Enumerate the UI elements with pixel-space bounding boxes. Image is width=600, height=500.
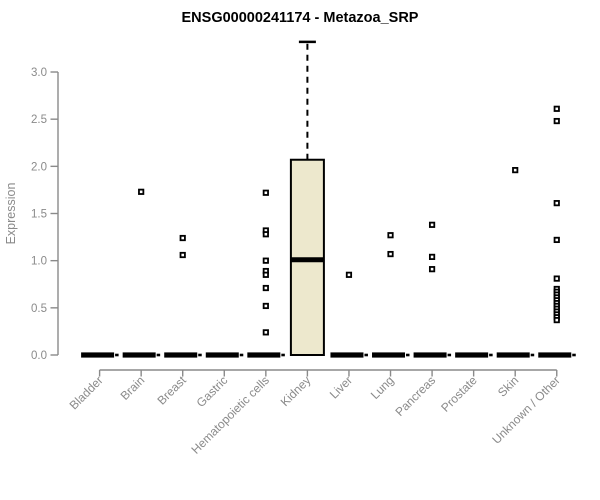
collapsed-box-unknown-other [538,352,572,358]
outlier-point-hematopoietic-cells [262,257,269,264]
whisker-cap-pancreas [447,353,452,357]
outlier-point-liver [345,271,353,278]
whisker-cap-brain [156,353,161,357]
y-tick-label: 3.0 [31,67,47,79]
outlier-point-unknown-other [553,200,560,207]
chart-title: ENSG00000241174 - Metazoa_SRP [182,10,419,26]
plot-area: 0.0 0.5 1.0 1.5 2.0 2.5 3.0 Bladder Brain Breast G… [31,40,576,457]
outlier-point-brain [138,188,145,195]
x-tick-label-gastric: Gastric [194,373,231,410]
x-tick-label-prostate: Prostate [438,373,480,415]
x-tick-label-skin: Skin [495,373,521,399]
outlier-point-hematopoietic-cells [262,189,269,196]
x-tick-label-breast: Breast [154,373,189,408]
outlier-point-breast [179,251,186,259]
collapsed-box-lung [372,352,406,358]
outlier-point-hematopoietic-cells [262,271,269,278]
whisker-cap-breast [198,353,202,357]
whisker-cap-gastric [239,353,244,357]
whisker-cap-lung [406,353,410,357]
outlier-point-hematopoietic-cells [262,284,269,292]
outlier-point-pancreas [428,221,436,228]
y-tick-label: 1.5 [31,209,47,221]
collapsed-box-liver [330,352,364,358]
outlier-point-lung [387,250,394,258]
outlier-point-unknown-other [553,105,560,112]
outlier-point-pancreas [428,253,436,260]
x-tick-label-bladder: Bladder [67,373,106,412]
y-axis-title: Expression [4,183,18,245]
collapsed-box-hematopoietic-cells [247,352,281,358]
collapsed-box-skin [496,352,530,358]
x-tick-label-lung: Lung [368,373,397,402]
collapsed-box-breast [164,352,198,358]
x-tick-label-kidney: Kidney [278,373,314,409]
y-tick-label: 1.0 [31,256,47,268]
outlier-point-unknown-other [553,275,560,282]
y-tick-label: 2.0 [31,161,47,173]
outlier-point-hematopoietic-cells [262,329,269,336]
y-tick-label: 0.5 [31,303,47,315]
collapsed-box-brain [122,352,156,358]
collapsed-box-gastric [205,352,239,358]
whisker-cap-liver [364,353,368,357]
x-tick-label-hematopoietic-cells: Hematopoietic cells [188,373,271,456]
outlier-point-hematopoietic-cells [262,231,269,238]
outlier-point-pancreas [428,266,436,273]
x-tick-label-liver: Liver [327,373,355,401]
collapsed-box-pancreas [413,352,447,358]
whisker-cap-unknown-other [572,353,576,357]
whisker-cap-prostate [489,353,493,357]
collapsed-box-bladder [81,352,115,358]
outlier-point-breast [179,234,186,242]
x-tick-label-pancreas: Pancreas [392,373,438,419]
whisker-cap-skin [530,353,535,357]
y-tick-label: 2.5 [31,114,47,126]
collapsed-box-prostate [455,352,489,358]
x-tick-label-brain: Brain [118,373,148,403]
outlier-point-unknown-other [553,316,560,324]
outlier-point-skin [512,167,519,174]
outlier-point-unknown-other [553,236,560,244]
y-tick-label: 0.0 [31,350,47,362]
outlier-point-hematopoietic-cells [262,302,269,310]
whisker-cap-hematopoietic-cells [281,353,285,357]
whisker-cap-bladder [115,353,119,357]
outlier-point-lung [387,232,394,239]
outlier-point-unknown-other [553,117,560,125]
